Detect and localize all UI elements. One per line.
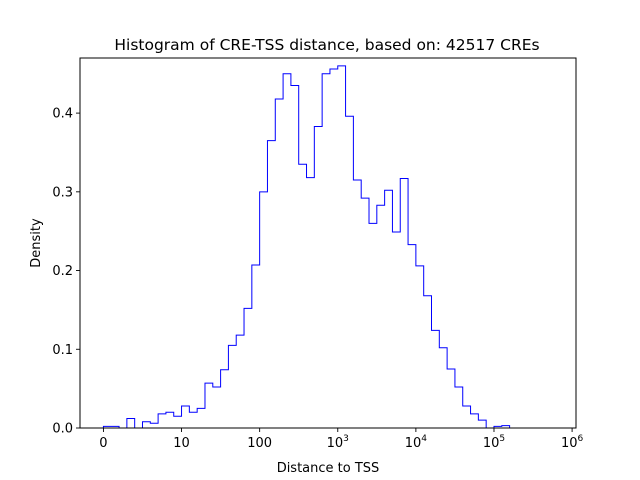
x-axis-label: Distance to TSS	[277, 461, 380, 476]
y-tick-label: 0.0	[52, 422, 73, 437]
chart-title: Histogram of CRE-TSS distance, based on:…	[114, 36, 539, 54]
x-tick-label: 0	[99, 436, 107, 451]
y-axis-label: Density	[29, 218, 44, 268]
y-tick-label: 0.2	[52, 264, 73, 279]
x-tick-label: 104	[405, 434, 428, 451]
y-tick-label: 0.1	[52, 343, 73, 358]
plot-area	[102, 65, 557, 429]
y-axis-ticks: 0.0 0.1 0.2 0.3 0.4	[52, 107, 80, 437]
x-tick-label: 106	[561, 434, 584, 451]
histogram-step-line	[102, 65, 557, 429]
x-tick-label: 105	[483, 434, 505, 451]
y-tick-label: 0.3	[52, 185, 73, 200]
x-tick-label: 103	[327, 434, 349, 451]
x-axis-ticks: 0 10 100 103 104 105 106	[99, 428, 584, 451]
x-tick-label: 100	[247, 436, 272, 451]
x-tick-label: 10	[173, 436, 190, 451]
y-tick-label: 0.4	[52, 107, 73, 122]
axes-frame	[79, 57, 577, 429]
